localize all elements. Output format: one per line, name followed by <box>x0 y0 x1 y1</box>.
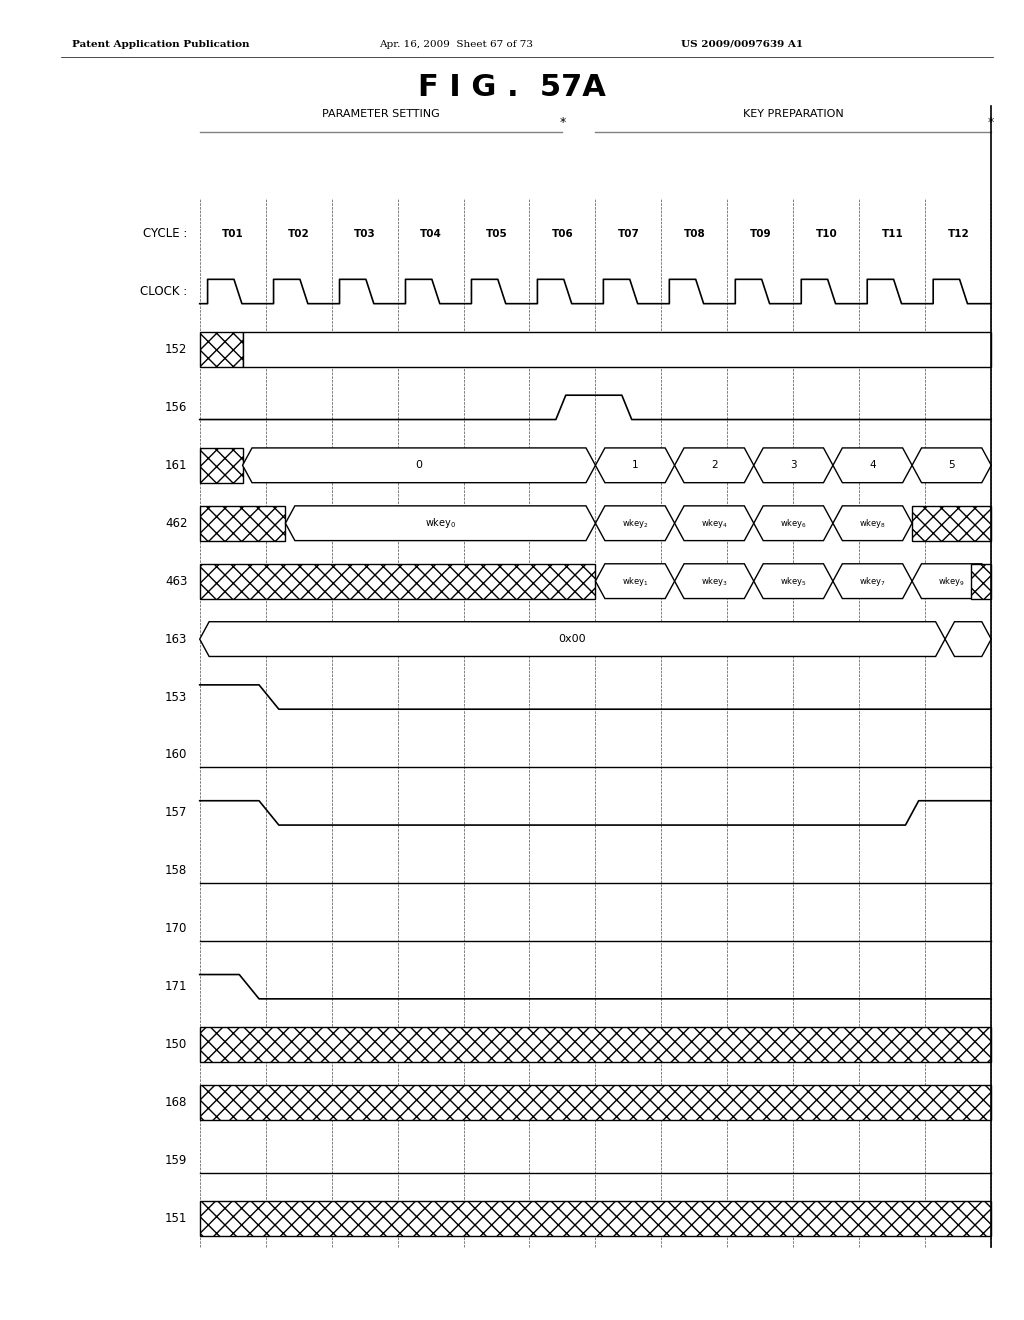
Text: T12: T12 <box>947 228 969 239</box>
Polygon shape <box>243 447 595 483</box>
Text: F I G .  57A: F I G . 57A <box>418 73 606 102</box>
Text: CLOCK :: CLOCK : <box>140 285 187 298</box>
Bar <box>912 506 991 541</box>
Text: 463: 463 <box>165 574 187 587</box>
Text: T01: T01 <box>222 228 244 239</box>
Text: 168: 168 <box>165 1096 187 1109</box>
Text: T07: T07 <box>617 228 639 239</box>
Bar <box>200 564 595 598</box>
Text: 160: 160 <box>165 748 187 762</box>
Text: US 2009/0097639 A1: US 2009/0097639 A1 <box>681 40 803 49</box>
Polygon shape <box>286 506 595 541</box>
Text: 161: 161 <box>165 459 187 471</box>
Text: 156: 156 <box>165 401 187 414</box>
Bar <box>200 1085 991 1119</box>
Bar <box>200 447 243 483</box>
Bar <box>200 1027 991 1063</box>
Text: wkey$_7$: wkey$_7$ <box>859 574 886 587</box>
Bar <box>200 506 286 541</box>
Text: PARAMETER SETTING: PARAMETER SETTING <box>323 108 440 119</box>
Text: *: * <box>559 116 565 129</box>
Polygon shape <box>675 564 754 598</box>
Text: T05: T05 <box>485 228 507 239</box>
Text: 157: 157 <box>165 807 187 820</box>
Bar <box>243 333 991 367</box>
Text: 151: 151 <box>165 1212 187 1225</box>
Polygon shape <box>912 564 991 598</box>
Polygon shape <box>754 564 833 598</box>
Text: 5: 5 <box>948 461 955 470</box>
Text: T10: T10 <box>815 228 838 239</box>
Text: 158: 158 <box>165 865 187 878</box>
Text: 3: 3 <box>791 461 797 470</box>
Text: 0x00: 0x00 <box>558 634 586 644</box>
Polygon shape <box>675 506 754 541</box>
Polygon shape <box>833 506 912 541</box>
Text: 150: 150 <box>165 1038 187 1051</box>
Text: T06: T06 <box>552 228 573 239</box>
Polygon shape <box>595 564 675 598</box>
Polygon shape <box>833 447 912 483</box>
Polygon shape <box>595 506 675 541</box>
Text: wkey$_2$: wkey$_2$ <box>622 516 648 529</box>
Polygon shape <box>833 564 912 598</box>
Text: 1: 1 <box>632 461 638 470</box>
Text: 171: 171 <box>165 981 187 993</box>
Text: CYCLE :: CYCLE : <box>143 227 187 240</box>
Bar <box>200 333 243 367</box>
Text: Apr. 16, 2009  Sheet 67 of 73: Apr. 16, 2009 Sheet 67 of 73 <box>379 40 532 49</box>
Text: wkey$_4$: wkey$_4$ <box>700 516 728 529</box>
Polygon shape <box>754 447 833 483</box>
Text: 153: 153 <box>165 690 187 704</box>
Bar <box>972 564 991 598</box>
Text: wkey$_9$: wkey$_9$ <box>938 574 966 587</box>
Text: wkey$_1$: wkey$_1$ <box>622 574 648 587</box>
Bar <box>200 1201 991 1236</box>
Polygon shape <box>200 622 945 656</box>
Text: 159: 159 <box>165 1154 187 1167</box>
Text: wkey$_5$: wkey$_5$ <box>780 574 807 587</box>
Text: wkey$_0$: wkey$_0$ <box>425 516 456 531</box>
Polygon shape <box>754 506 833 541</box>
Text: 462: 462 <box>165 516 187 529</box>
Text: wkey$_8$: wkey$_8$ <box>859 516 886 529</box>
Text: KEY PREPARATION: KEY PREPARATION <box>743 108 844 119</box>
Text: T09: T09 <box>750 228 771 239</box>
Text: T08: T08 <box>684 228 706 239</box>
Text: 152: 152 <box>165 343 187 356</box>
Text: T11: T11 <box>882 228 903 239</box>
Text: wkey$_3$: wkey$_3$ <box>700 574 728 587</box>
Text: 170: 170 <box>165 923 187 936</box>
Polygon shape <box>675 447 754 483</box>
Polygon shape <box>912 447 991 483</box>
Polygon shape <box>945 622 991 656</box>
Polygon shape <box>595 447 675 483</box>
Text: T02: T02 <box>288 228 309 239</box>
Text: 163: 163 <box>165 632 187 645</box>
Text: Patent Application Publication: Patent Application Publication <box>72 40 249 49</box>
Text: wkey$_6$: wkey$_6$ <box>779 516 807 529</box>
Text: T04: T04 <box>420 228 441 239</box>
Text: T03: T03 <box>353 228 376 239</box>
Text: *: * <box>988 116 994 129</box>
Text: 4: 4 <box>869 461 876 470</box>
Text: 0: 0 <box>416 461 423 470</box>
Text: 2: 2 <box>711 461 718 470</box>
